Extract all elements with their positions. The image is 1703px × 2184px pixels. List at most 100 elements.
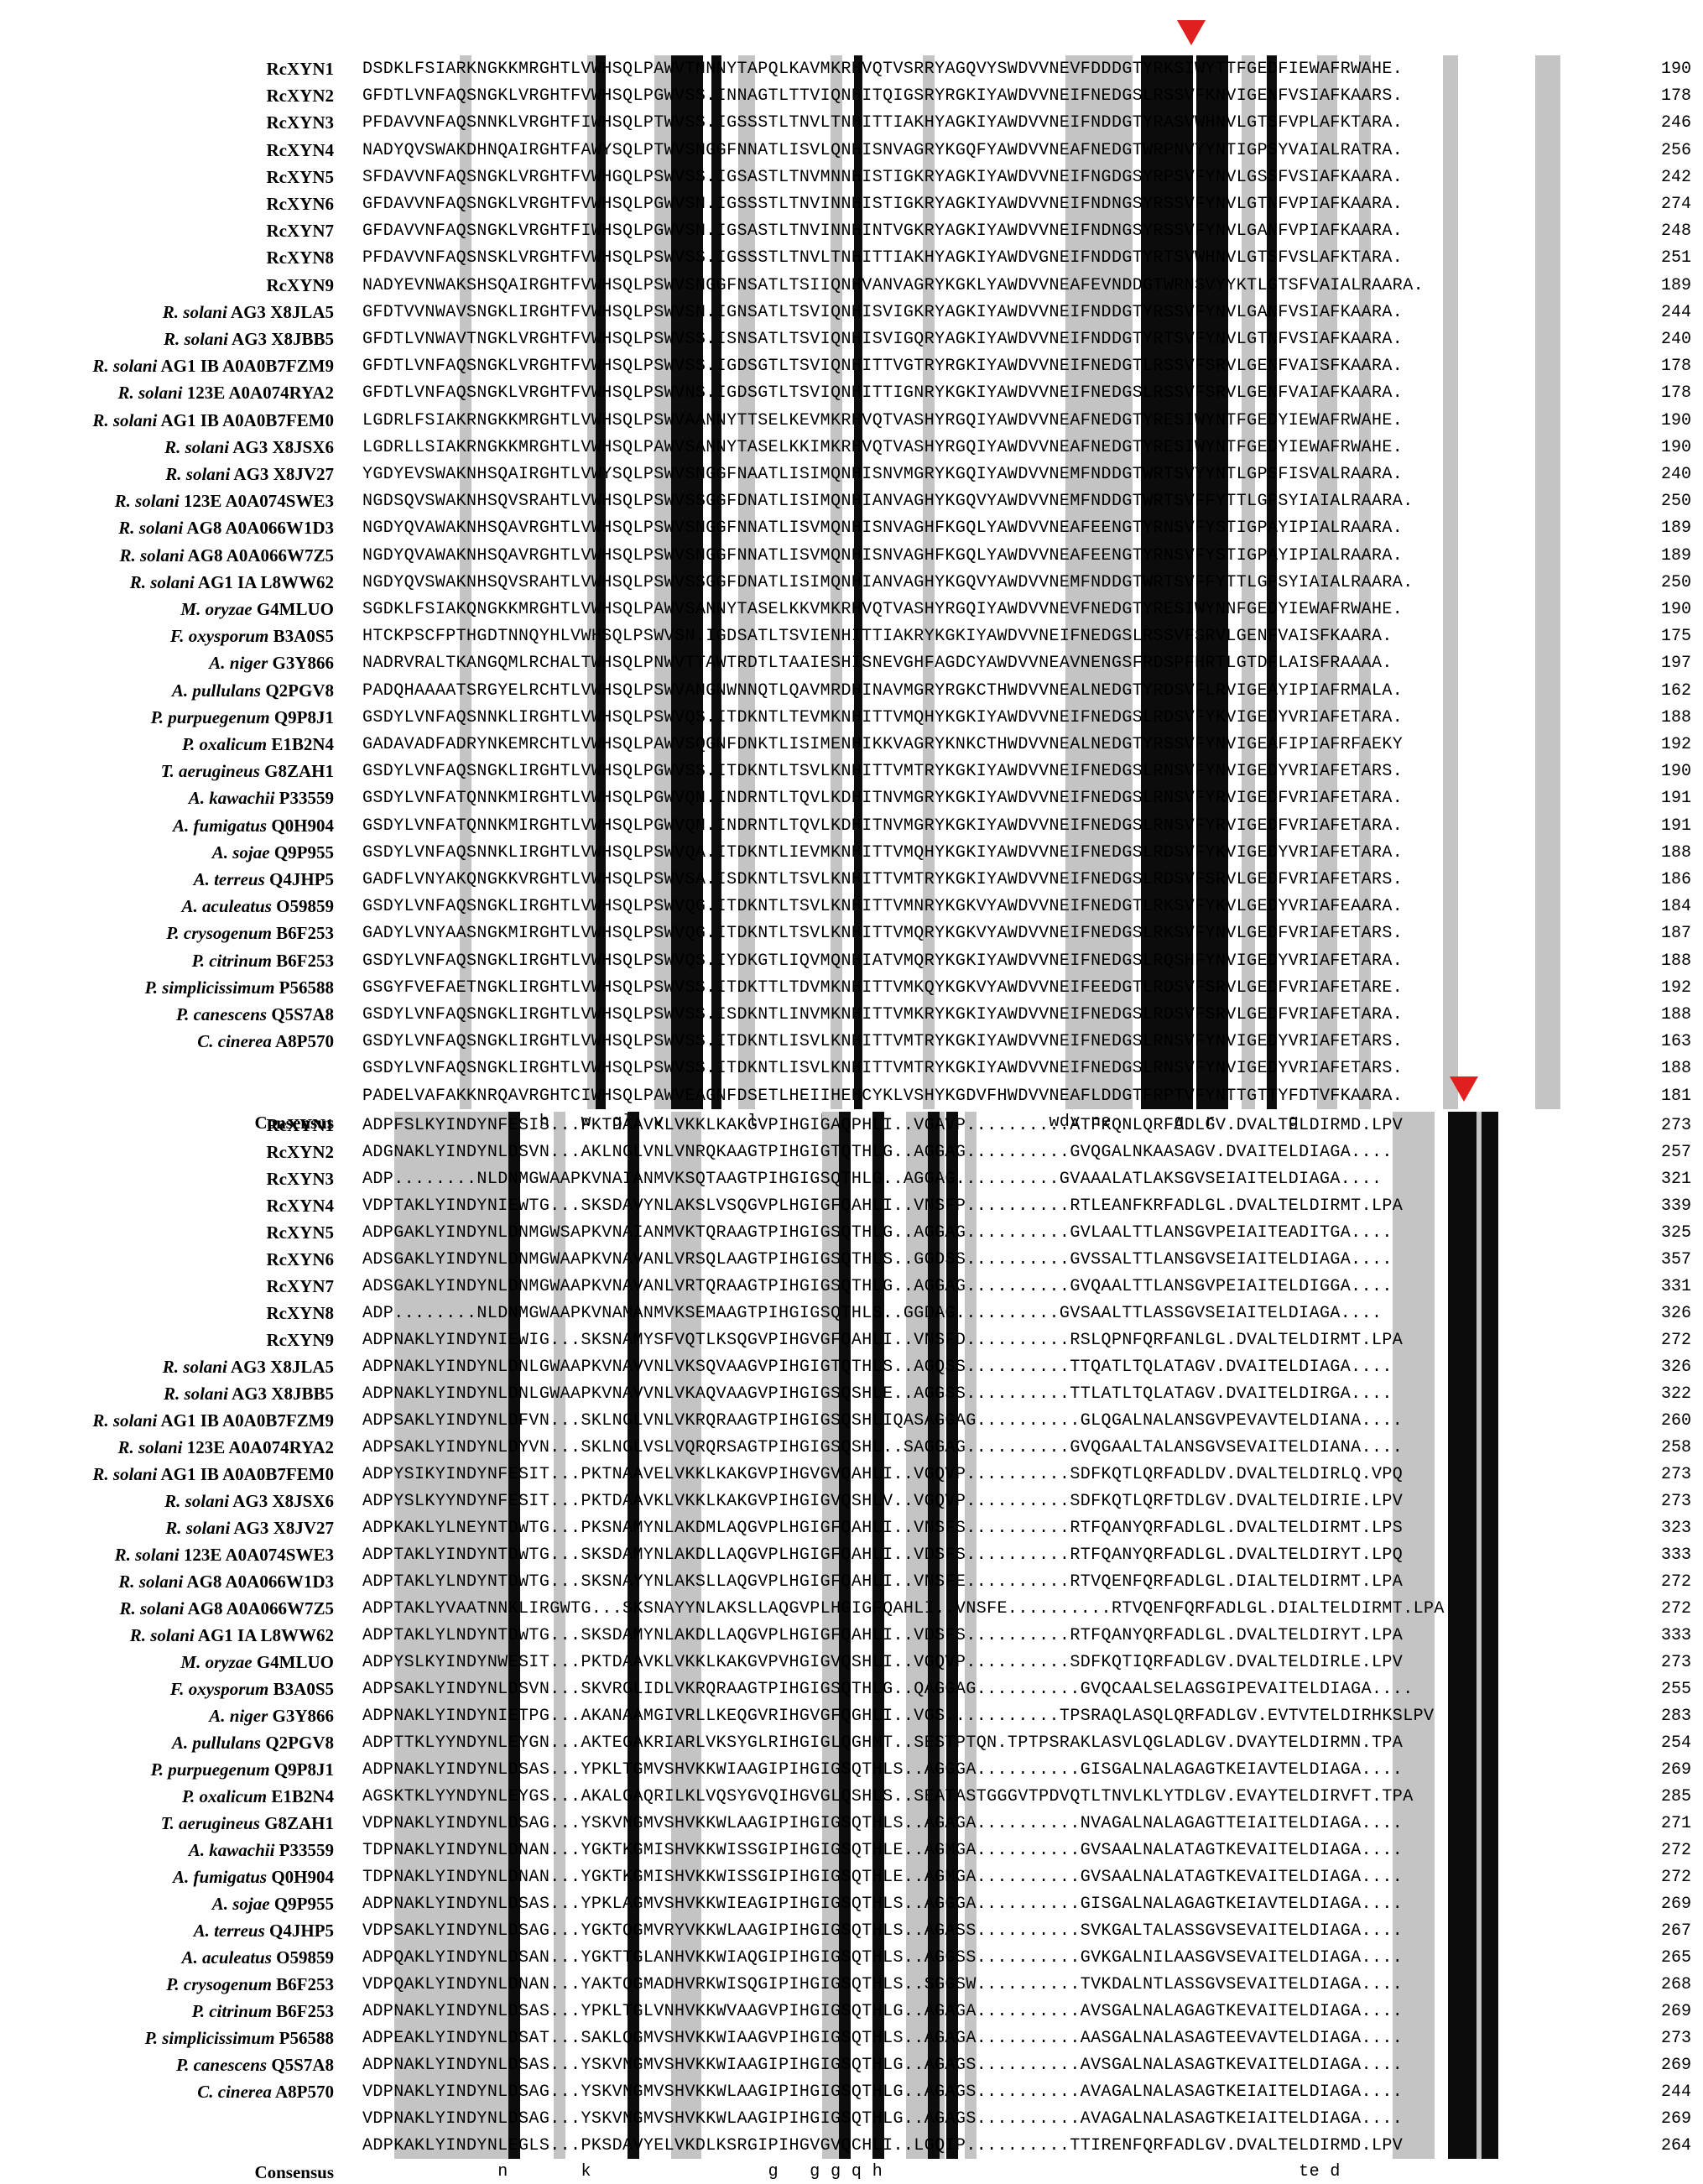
residue-count: 197 bbox=[1660, 654, 1691, 674]
sequence-residues: ADPQAKLYINDYNLDSAN...YGKTTGLANHVKKWIAQGI… bbox=[362, 1948, 1404, 1968]
residue-count: 267 bbox=[1660, 1921, 1691, 1941]
accession-id: Q5S7A8 bbox=[267, 1004, 334, 1024]
accession-id: Q2PGV8 bbox=[261, 680, 334, 701]
sequence-residues: LGDRLFSIAKRNGKKMRGHTLVWHSQLPSWVAANNYTTSE… bbox=[362, 410, 1404, 430]
sequence-name: R. solani AG3 X8JLA5 bbox=[163, 300, 334, 324]
residue-count: 240 bbox=[1660, 465, 1691, 484]
accession-id: Q9P8J1 bbox=[269, 706, 334, 727]
sequence-residues: PFDAVVNFAQSNSKLVRGHTFVWHSQLPSWVSS.IGSSST… bbox=[362, 248, 1404, 268]
sequence-residues: ADPKAKLYLNEYNTDWTG...PKSNAMYNLAKDMLAQGVP… bbox=[362, 1519, 1404, 1538]
alignment-row: R. solani AG1 IB A0A0B7FEM0 LGDRLFSIAKRNG… bbox=[0, 407, 1703, 434]
accession-id: A8P570 bbox=[271, 2082, 334, 2102]
residue-count: 272 bbox=[1660, 1599, 1691, 1618]
residue-count: 257 bbox=[1660, 1143, 1691, 1162]
residue-count: 190 bbox=[1660, 410, 1691, 430]
alignment-row: T. aerugineus G8ZAH1 VDPNAKLYINDYNLDSAG..… bbox=[0, 1810, 1703, 1837]
residue-count: 274 bbox=[1660, 195, 1691, 214]
alignment-row: A. kawachii P33559 TDPNAKLYINDYNLDNAN...Y… bbox=[0, 1837, 1703, 1863]
sequence-residues: NADYQVSWAKDHNQAIRGHTFAWYSQLPTWVSNGGFNNAT… bbox=[362, 140, 1404, 160]
sequence-name: RcXYN1 bbox=[267, 1113, 334, 1137]
residue-count: 244 bbox=[1660, 302, 1691, 322]
sequence-name: A. fumigatus Q0H904 bbox=[173, 1865, 334, 1889]
species-name: R. solani bbox=[117, 383, 183, 404]
residue-count: 192 bbox=[1660, 735, 1691, 754]
sequence-residues: GFDTVVNWAVSNGKLIRGHTFVWHSQLPSWVSN.IGNSAT… bbox=[362, 302, 1404, 322]
sequence-residues: ADPYSIKYINDYNFESIT...PKTNAAVELVKKLKAKGVP… bbox=[362, 1465, 1404, 1484]
sequence-name: RcXYN5 bbox=[267, 1221, 334, 1244]
accession-id: E1B2N4 bbox=[267, 734, 334, 754]
species-name: R. solani bbox=[164, 436, 230, 457]
residue-count: 175 bbox=[1660, 627, 1691, 647]
alignment-row: R. solani 123E A0A074RYA2 GFDTLVNFAQSNGKL… bbox=[0, 379, 1703, 406]
species-name: R. solani bbox=[129, 1625, 195, 1645]
sequence-name: R. solani 123E A0A074RYA2 bbox=[117, 381, 334, 404]
sequence-name: P. crysogenum B6F253 bbox=[166, 1973, 334, 1996]
species-name: M. oryzae bbox=[180, 1652, 253, 1672]
sequence-name: R. solani AG3 X8JBB5 bbox=[164, 327, 334, 351]
alignment-row: RcXYN4 VDPTAKLYINDYNIEWTG...SKSDAVYNLAKSL… bbox=[0, 1192, 1703, 1219]
sequence-id: RcXYN7 bbox=[266, 1276, 334, 1296]
sequence-residues: ADPNAKLYINDYNIETPG...AKANAAMGIVRLLKEQGVR… bbox=[362, 1707, 1435, 1726]
species-name: R. solani bbox=[117, 1437, 183, 1457]
identical-column-shade bbox=[628, 1112, 639, 2159]
accession-id: AG1 IA L8WW62 bbox=[194, 571, 334, 592]
sequence-name: RcXYN2 bbox=[267, 84, 334, 107]
sequence-name: P. canescens Q5S7A8 bbox=[176, 2053, 334, 2077]
sequence-residues: ADPNAKLYINDYNIEWIG...SKSNAMYSFVQTLKSQGVP… bbox=[362, 1331, 1404, 1350]
alignment-row: RcXYN3 PFDAVVNFAQSNNKLVRGHTFIWHSQLPTWVSS.… bbox=[0, 109, 1703, 136]
alignment-row: ADPKAKLYINDYNLEGLS...PKSDAVYELVKDLKSRGIP… bbox=[0, 2132, 1703, 2159]
sequence-residues: NGDSQVSWAKNHSQVSRAHTLVWHSQLPSWVSSGGFDNAT… bbox=[362, 492, 1414, 512]
sequence-residues: NADYEVNWAKSHSQAIRGHTFVWHSQLPSWVSNGGFNSAT… bbox=[362, 275, 1424, 295]
conserved-column-shade bbox=[1443, 55, 1458, 1109]
sequence-name: P. crysogenum B6F253 bbox=[166, 921, 334, 945]
sequence-residues: NGDYQVAWAKNHSQAVRGHTLVWHSQLPSWVSNGGFNNAT… bbox=[362, 519, 1404, 539]
alignment-row: F. oxysporum B3A0S5 HTCKPSCFPTHGDTNNQYHLV… bbox=[0, 623, 1703, 649]
accession-id: G3Y866 bbox=[268, 1706, 335, 1726]
residue-count: 326 bbox=[1660, 1358, 1691, 1377]
residue-count: 178 bbox=[1660, 357, 1691, 377]
species-name: C. cinerea bbox=[197, 1031, 272, 1052]
residue-count: 184 bbox=[1660, 897, 1691, 917]
sequence-residues: ADSGAKLYINDYNLDNMGWAAPKVNAVANLVRTQRAAGTP… bbox=[362, 1277, 1393, 1296]
sequence-residues: GSDYLVNFAQSNGKLIRGHTLVWHSQLPSWVSS.ITDKNT… bbox=[362, 1032, 1404, 1052]
alignment-row: A. terreus Q4JHP5 VDPSAKLYINDYNLDSAG...YG… bbox=[0, 1917, 1703, 1944]
sequence-name: RcXYN4 bbox=[267, 1194, 334, 1217]
sequence-name: A. aculeatus O59859 bbox=[182, 1946, 334, 1969]
sequence-name: RcXYN8 bbox=[267, 246, 334, 269]
residue-count: 188 bbox=[1660, 1059, 1691, 1079]
residue-count: 321 bbox=[1660, 1170, 1691, 1189]
identical-column-shade bbox=[854, 55, 862, 1109]
sequence-id: RcXYN8 bbox=[266, 248, 334, 268]
alignment-row: RcXYN2 GFDTLVNFAQSNGKLVRGHTFVWHSQLPGWVSS.… bbox=[0, 82, 1703, 109]
sequence-name: A. aculeatus O59859 bbox=[182, 894, 334, 918]
sequence-residues: VDPSAKLYINDYNLDSAG...YGKTQGMVRYVKKWLAAGI… bbox=[362, 1921, 1404, 1941]
accession-id: 123E A0A074SWE3 bbox=[179, 491, 334, 512]
accession-id: 123E A0A074RYA2 bbox=[182, 1437, 334, 1457]
sequence-residues: GSDYLVNFAQSNGKLIRGHTLVWHSQLPSWVQG.ITDKNT… bbox=[362, 897, 1404, 917]
species-name: F. oxysporum bbox=[169, 1679, 269, 1699]
residue-count: 333 bbox=[1660, 1545, 1691, 1565]
sequence-name: R. solani AG8 A0A066W7Z5 bbox=[119, 544, 334, 567]
sequence-name: A. kawachii P33559 bbox=[189, 786, 334, 810]
sequence-name: R. solani AG3 X8JBB5 bbox=[164, 1382, 334, 1405]
sequence-id: RcXYN3 bbox=[266, 112, 334, 133]
accession-id: AG1 IB A0A0B7FEM0 bbox=[157, 1464, 334, 1484]
species-name: R. solani bbox=[92, 356, 158, 377]
residue-count: 190 bbox=[1660, 437, 1691, 457]
accession-id: P33559 bbox=[274, 788, 334, 809]
accession-id: AG8 A0A066W1D3 bbox=[183, 1572, 334, 1592]
sequence-name: RcXYN6 bbox=[267, 1248, 334, 1271]
species-name: P. purpuegenum bbox=[150, 706, 270, 727]
accession-id: G3Y866 bbox=[268, 653, 335, 674]
accession-id: AG3 X8JBB5 bbox=[227, 1384, 334, 1404]
sequence-residues: VDPNAKLYINDYNLDSAG...YSKVNGMVSHVKKWLAAGI… bbox=[362, 2109, 1404, 2129]
alignment-row: M. oryzae G4MLUO SGDKLFSIAKQNGKKMRGHTLVWH… bbox=[0, 596, 1703, 623]
conserved-column-shade bbox=[1393, 1112, 1435, 2159]
residue-count: 269 bbox=[1660, 1895, 1691, 1914]
sequence-residues: GSDYLVNFATQNNKMIRGHTLVWHSQLPGWVQN.INDRNT… bbox=[362, 789, 1404, 809]
sequence-residues: ADPGAKLYINDYNLDNMGWSAPKVNAIANMVKTQRAAGTP… bbox=[362, 1223, 1393, 1243]
sequence-name: P. canescens Q5S7A8 bbox=[176, 1003, 334, 1026]
alignment-row: R. solani AG3 X8JSX6 LGDRLLSIAKRNGKKMRGHT… bbox=[0, 434, 1703, 461]
residue-count: 333 bbox=[1660, 1626, 1691, 1645]
sequence-name: P. simplicissimum P56588 bbox=[145, 2026, 334, 2050]
